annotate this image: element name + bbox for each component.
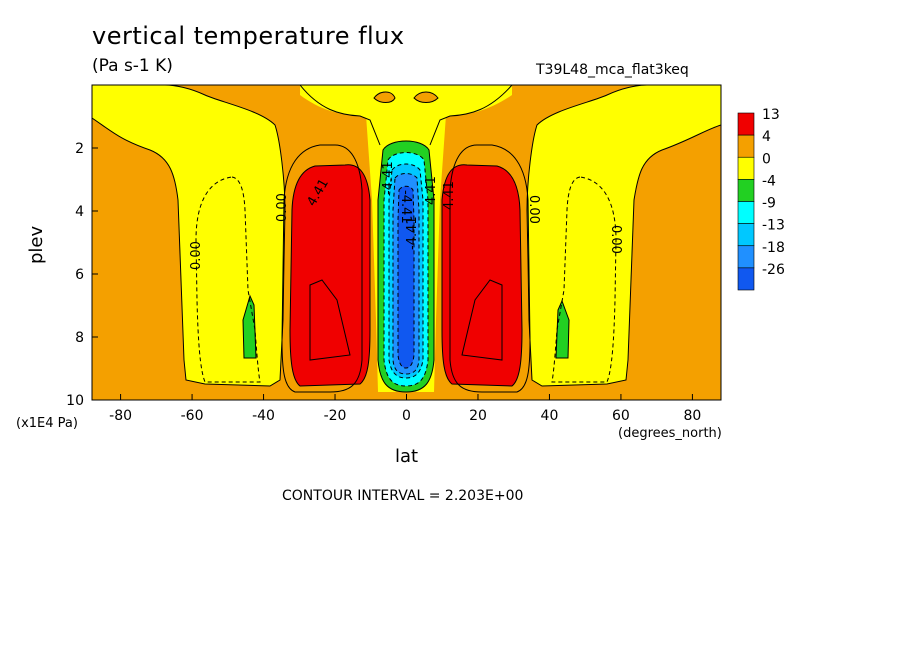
chart-title: vertical temperature flux bbox=[92, 22, 405, 50]
colorbar-label: -9 bbox=[762, 196, 776, 212]
fill-level-m26-core bbox=[398, 186, 414, 368]
fill-level-13-left bbox=[290, 164, 370, 386]
y-axis-label: plev bbox=[26, 225, 47, 264]
fill-level-0-left bbox=[92, 85, 285, 386]
contour-label: 0.00 bbox=[526, 195, 541, 224]
contour-label: 4.41 bbox=[442, 181, 457, 210]
contour-label: -4.41 bbox=[398, 190, 413, 224]
contour-interval: CONTOUR INTERVAL = 2.203E+00 bbox=[282, 488, 524, 504]
y-tick-label: 8 bbox=[75, 330, 84, 346]
colorbar-label: 13 bbox=[762, 107, 780, 123]
fill-level-4-top-blob-right bbox=[414, 92, 438, 103]
negative-contour-lines bbox=[195, 152, 617, 387]
colorbar-label: -26 bbox=[762, 262, 785, 278]
colorbar-label: -13 bbox=[762, 218, 785, 234]
colorbar-label: 0 bbox=[762, 151, 771, 167]
y-tick-label: 2 bbox=[75, 141, 84, 157]
fill-level-m4-left-blob bbox=[243, 296, 256, 358]
y-axis: 2 4 6 8 10 bbox=[66, 141, 98, 409]
x-axis-units: (degrees_north) bbox=[618, 426, 722, 441]
colorbar-label: 4 bbox=[762, 129, 771, 145]
y-tick-label: 4 bbox=[75, 204, 84, 220]
colorbar-label: -18 bbox=[762, 240, 785, 256]
contour-label: 0.00 bbox=[275, 193, 290, 222]
colorbar-swatch bbox=[737, 134, 755, 158]
colorbar: 13 4 0 -4 -9 -13 -18 -26 bbox=[737, 107, 785, 291]
chart-units: (Pa s-1 K) bbox=[92, 56, 173, 76]
y-axis-units: (x1E4 Pa) bbox=[16, 416, 78, 431]
plot-area: 0.00 4.41 -4.41 0.00 4.41 0.00 0.00 -4.4… bbox=[92, 85, 721, 400]
x-tick-label: 60 bbox=[612, 408, 630, 424]
x-tick-label: 40 bbox=[541, 408, 559, 424]
colorbar-swatch bbox=[737, 245, 755, 269]
x-tick-label: -20 bbox=[324, 408, 347, 424]
colorbar-swatch bbox=[737, 223, 755, 247]
colorbar-label: -4 bbox=[762, 173, 776, 189]
x-tick-label: -80 bbox=[109, 408, 132, 424]
colorbar-swatch bbox=[737, 112, 755, 136]
contour-label: 4.41 bbox=[424, 176, 439, 205]
colorbar-swatch bbox=[737, 267, 755, 291]
colorbar-swatch bbox=[737, 179, 755, 202]
run-name: T39L48_mca_flat3keq bbox=[536, 62, 689, 78]
contour-lines bbox=[92, 85, 721, 393]
x-axis-label: lat bbox=[395, 446, 419, 467]
colorbar-swatch bbox=[737, 201, 755, 224]
y-tick-label: 6 bbox=[75, 267, 84, 283]
x-axis: -80 -60 -40 -20 0 20 40 60 80 bbox=[109, 394, 701, 424]
contour-label: 0.00 bbox=[189, 241, 204, 270]
contour-label-group: 0.00 4.41 -4.41 0.00 4.41 0.00 0.00 -4.4… bbox=[189, 161, 623, 270]
colorbar-swatch bbox=[737, 156, 755, 180]
contour-label: -4.41 bbox=[405, 216, 420, 250]
contour-label: -4.41 bbox=[381, 161, 396, 195]
x-tick-label: -40 bbox=[252, 408, 275, 424]
fill-level-4-top-blob-left bbox=[374, 92, 395, 103]
x-tick-label: -60 bbox=[181, 408, 204, 424]
y-tick-label: 10 bbox=[66, 393, 84, 409]
x-tick-label: 20 bbox=[469, 408, 487, 424]
contour-label: 0.00 bbox=[608, 225, 623, 254]
x-tick-label: 0 bbox=[402, 408, 411, 424]
fill-level-0-right bbox=[527, 85, 721, 386]
x-tick-label: 80 bbox=[683, 408, 701, 424]
